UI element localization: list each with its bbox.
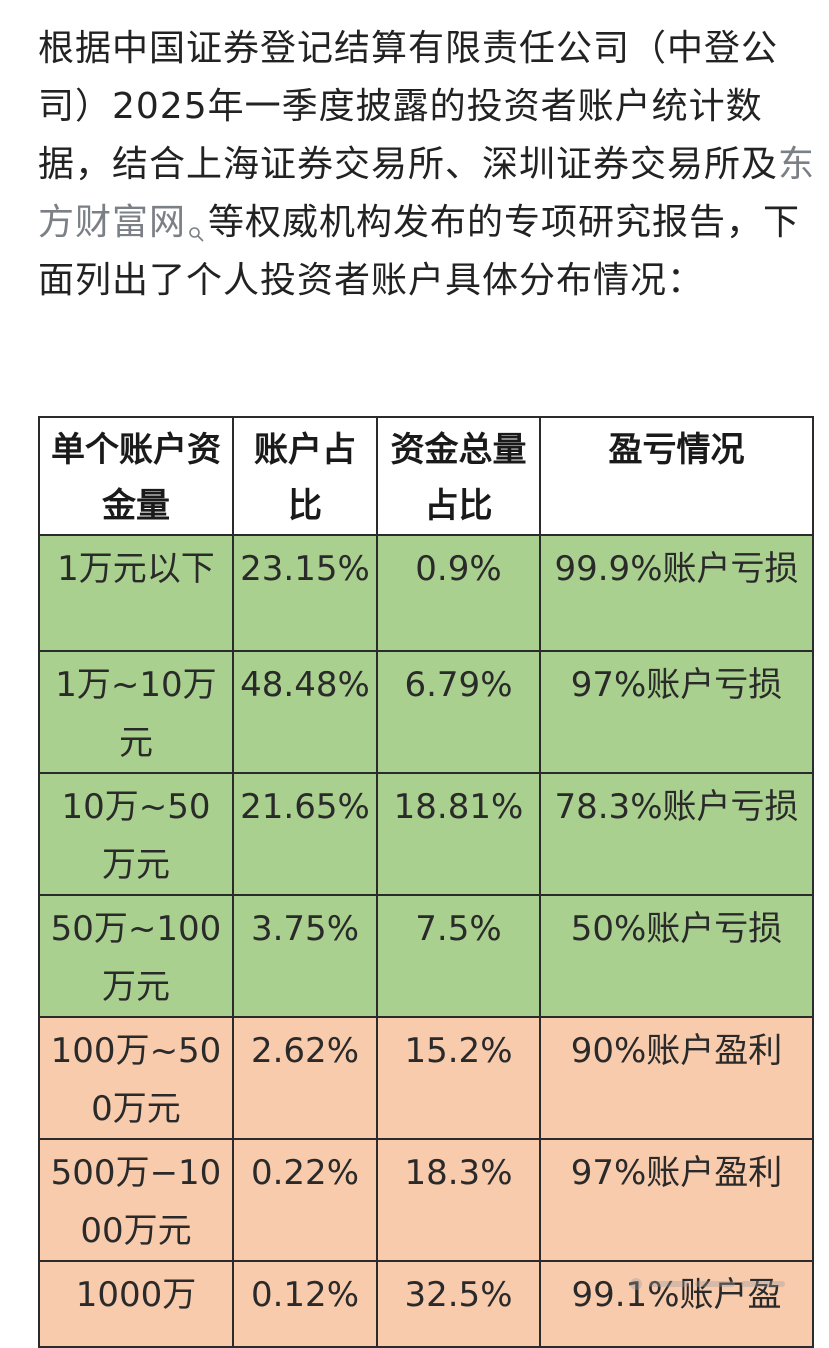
cell-account-share: 23.15% xyxy=(232,534,378,652)
cell-pnl: 50%账户亏损 xyxy=(539,894,814,1018)
cell-pnl: 97%账户亏损 xyxy=(539,650,814,774)
cell-pnl: 78.3%账户亏损 xyxy=(539,772,814,896)
cell-account-share: 0.22% xyxy=(232,1138,378,1262)
cell-pnl: 99.9%账户亏损 xyxy=(539,534,814,652)
eastmoney-link[interactable]: 东方财富网 xyxy=(38,144,816,243)
cell-fund-size: 1万元以下 xyxy=(38,534,234,652)
cell-account-share: 0.12% xyxy=(232,1260,378,1348)
table-row: 1万元以下 23.15% 0.9% 99.9%账户亏损 xyxy=(38,534,814,652)
cell-fund-size: 100万~500万元 xyxy=(38,1016,234,1140)
cell-fund-size: 50万~100万元 xyxy=(38,894,234,1018)
cell-capital-share: 0.9% xyxy=(376,534,541,652)
cell-pnl: 90%账户盈利 xyxy=(539,1016,814,1140)
cell-pnl: 99.1%账户盈 xyxy=(539,1260,814,1348)
cell-fund-size: 10万~50万元 xyxy=(38,772,234,896)
cell-capital-share: 18.81% xyxy=(376,772,541,896)
header-account-share: 账户占比 xyxy=(232,416,378,536)
cell-pnl: 97%账户盈利 xyxy=(539,1138,814,1262)
cell-account-share: 2.62% xyxy=(232,1016,378,1140)
table-row: 100万~500万元 2.62% 15.2% 90%账户盈利 xyxy=(38,1016,814,1140)
cell-account-share: 48.48% xyxy=(232,650,378,774)
table-header-row: 单个账户资金量 账户占比 资金总量占比 盈亏情况 xyxy=(38,416,814,536)
table-row: 50万~100万元 3.75% 7.5% 50%账户亏损 xyxy=(38,894,814,1018)
header-fund-size: 单个账户资金量 xyxy=(38,416,234,536)
cell-fund-size: 500万−1000万元 xyxy=(38,1138,234,1262)
search-icon[interactable] xyxy=(188,202,204,242)
cell-capital-share: 7.5% xyxy=(376,894,541,1018)
table-row: 1万~10万元 48.48% 6.79% 97%账户亏损 xyxy=(38,650,814,774)
cell-account-share: 21.65% xyxy=(232,772,378,896)
cell-capital-share: 6.79% xyxy=(376,650,541,774)
header-pnl: 盈亏情况 xyxy=(539,416,814,536)
table-row: 1000万 0.12% 32.5% 99.1%账户盈 xyxy=(38,1260,814,1348)
cell-fund-size: 1000万 xyxy=(38,1260,234,1348)
cell-capital-share: 15.2% xyxy=(376,1016,541,1140)
account-distribution-table: 单个账户资金量 账户占比 资金总量占比 盈亏情况 1万元以下 23.15% 0.… xyxy=(38,416,814,1348)
table-row: 10万~50万元 21.65% 18.81% 78.3%账户亏损 xyxy=(38,772,814,896)
cell-capital-share: 32.5% xyxy=(376,1260,541,1348)
cell-account-share: 3.75% xyxy=(232,894,378,1018)
watermark-logo xyxy=(630,1278,785,1290)
header-capital-share: 资金总量占比 xyxy=(376,416,541,536)
table-row: 500万−1000万元 0.22% 18.3% 97%账户盈利 xyxy=(38,1138,814,1262)
intro-paragraph: 根据中国证券登记结算有限责任公司（中登公司）2025年一季度披露的投资者账户统计… xyxy=(38,20,818,310)
intro-text-1: 根据中国证券登记结算有限责任公司（中登公司）2025年一季度披露的投资者账户统计… xyxy=(38,28,779,185)
cell-capital-share: 18.3% xyxy=(376,1138,541,1262)
cell-fund-size: 1万~10万元 xyxy=(38,650,234,774)
intro-text-2: 等权威机构发布的专项研究报告，下面列出了个人投资者账户具体分布情况： xyxy=(38,202,801,301)
